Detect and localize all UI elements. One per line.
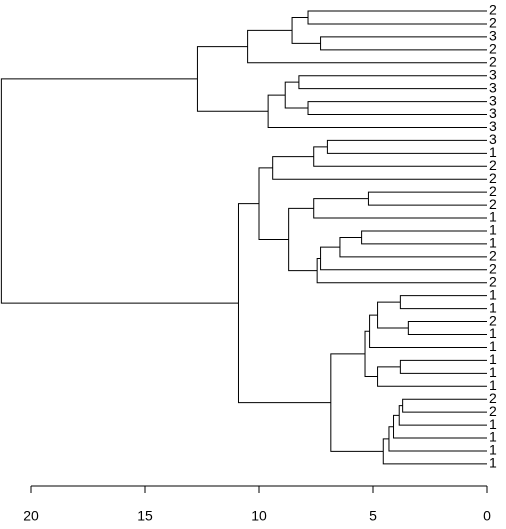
leaf-label: 2 xyxy=(489,41,497,57)
dendrogram-link xyxy=(313,198,487,219)
dendrogram-link xyxy=(369,314,487,348)
leaf-label: 2 xyxy=(489,196,497,212)
dendrogram-link xyxy=(320,246,487,271)
leaf-label: 2 xyxy=(489,248,497,264)
leaf-label: 2 xyxy=(489,183,497,199)
leaf-label: 1 xyxy=(489,299,497,315)
x-tick-label: 0 xyxy=(483,508,491,524)
leaf-label: 1 xyxy=(489,209,497,225)
leaf-label: 1 xyxy=(489,325,497,341)
dendrogram-link xyxy=(361,230,487,245)
dendrogram-link xyxy=(288,207,318,272)
dendrogram-link xyxy=(388,426,487,452)
dendrogram-link xyxy=(320,36,487,51)
leaf-label: 3 xyxy=(489,118,497,134)
dendrogram-link xyxy=(291,16,321,44)
dendrogram-link xyxy=(382,438,487,465)
leaf-label: 2 xyxy=(489,261,497,277)
leaf-label: 3 xyxy=(489,66,497,82)
x-tick-label: 20 xyxy=(23,508,39,524)
leaf-label: 1 xyxy=(489,416,497,432)
dendrogram-link xyxy=(399,295,487,310)
leaf-label: 3 xyxy=(489,92,497,108)
leaf-label: 1 xyxy=(489,364,497,380)
x-tick-label: 15 xyxy=(137,508,153,524)
dendrogram-link xyxy=(377,366,487,387)
leaf-label: 1 xyxy=(489,144,497,160)
leaf-label: 2 xyxy=(489,2,497,18)
dendrogram-link xyxy=(377,301,409,329)
dendrogram-link xyxy=(284,81,309,109)
leaf-label: 1 xyxy=(489,442,497,458)
dendrogram-link xyxy=(407,321,487,335)
leaf-label: 2 xyxy=(489,170,497,186)
leaf-label: 2 xyxy=(489,403,497,419)
dendrogram-link xyxy=(196,46,269,112)
leaf-label: 3 xyxy=(489,131,497,147)
dendrogram-link xyxy=(237,203,331,404)
dendrogram-link xyxy=(247,29,487,64)
dendrogram-link xyxy=(313,146,487,167)
dendrogram-link xyxy=(326,139,487,154)
leaf-label: 1 xyxy=(489,455,497,471)
dendrogram-link xyxy=(0,78,239,304)
leaf-label: 1 xyxy=(489,235,497,251)
dendrogram-link xyxy=(399,359,487,374)
leaf-label: 1 xyxy=(489,351,497,367)
leaf-label: 1 xyxy=(489,377,497,393)
x-tick-label: 10 xyxy=(251,508,267,524)
dendrogram-link xyxy=(330,353,384,452)
leaf-label: 2 xyxy=(489,15,497,31)
leaf-label: 1 xyxy=(489,222,497,238)
dendrogram-link xyxy=(367,191,487,206)
dendrogram-link xyxy=(398,405,487,426)
x-tick-label: 5 xyxy=(369,508,377,524)
dendrogram-link xyxy=(258,167,289,240)
leaf-label: 2 xyxy=(489,390,497,406)
leaf-label: 1 xyxy=(489,286,497,302)
dendrogram-link xyxy=(298,75,487,90)
leaf-label: 3 xyxy=(489,28,497,44)
dendrogram-link xyxy=(267,94,487,128)
dendrogram-link xyxy=(364,330,378,378)
leaf-label: 3 xyxy=(489,105,497,121)
dendrogram-link xyxy=(307,101,487,116)
leaf-label: 2 xyxy=(489,53,497,69)
leaf-label: 3 xyxy=(489,79,497,95)
leaf-label: 1 xyxy=(489,338,497,354)
dendrogram-link xyxy=(316,257,487,284)
dendrogram-link xyxy=(307,10,487,25)
leaf-label: 2 xyxy=(489,312,497,328)
dendrogram-link xyxy=(272,156,487,180)
dendrogram-link xyxy=(402,398,487,413)
leaf-label: 2 xyxy=(489,157,497,173)
leaf-label: 1 xyxy=(489,429,497,445)
dendrogram-link xyxy=(393,414,487,439)
leaf-label: 2 xyxy=(489,273,497,289)
